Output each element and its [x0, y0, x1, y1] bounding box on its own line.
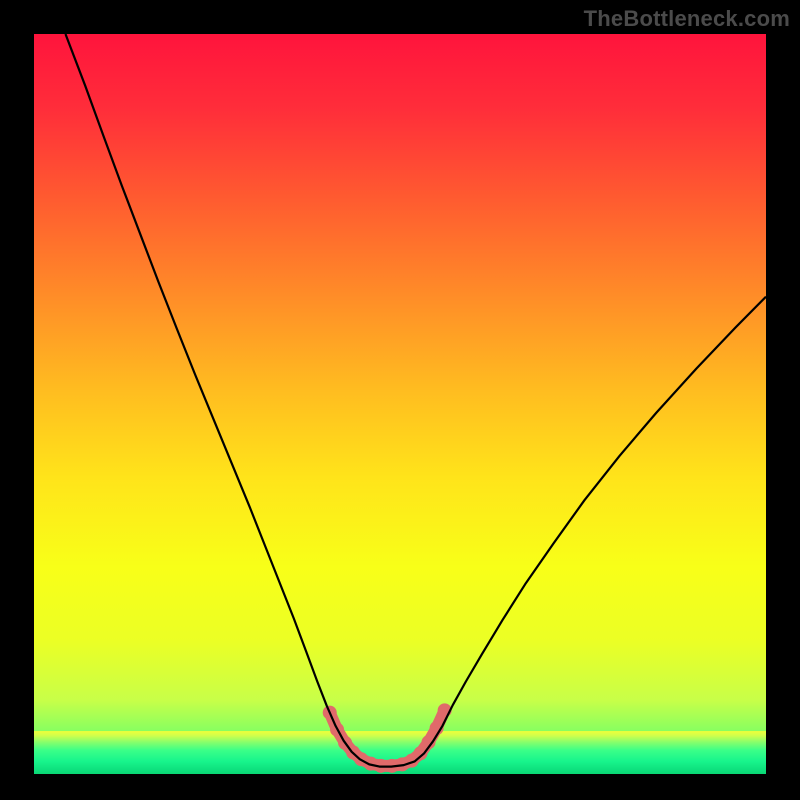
bottleneck-curve	[65, 34, 766, 767]
watermark-text: TheBottleneck.com	[584, 6, 790, 32]
chart-plot-area	[34, 34, 766, 774]
curve-layer	[34, 34, 766, 774]
